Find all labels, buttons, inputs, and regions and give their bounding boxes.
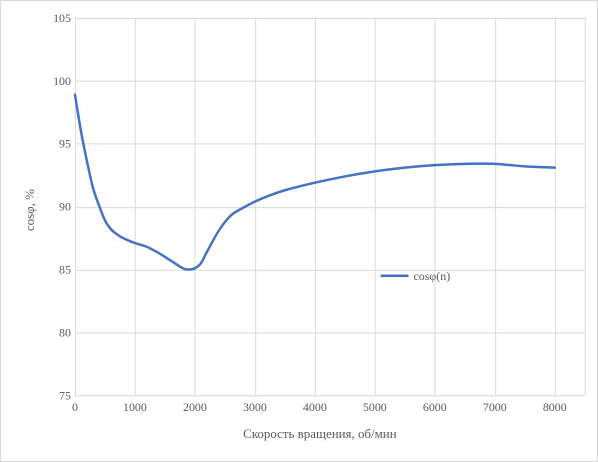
y-axis-ticks: 75 80 85 90 95 100 105 — [53, 11, 71, 402]
x-tick-label: 8000 — [543, 400, 567, 414]
series-group — [73, 93, 557, 271]
x-tick-label: 7000 — [483, 400, 507, 414]
legend: cosφ(n) — [380, 269, 451, 283]
x-tick-label: 1000 — [123, 400, 147, 414]
x-tick-label: 3000 — [243, 400, 267, 414]
grid — [74, 17, 586, 397]
x-tick-label: 6000 — [423, 400, 447, 414]
x-tick-label: 4000 — [303, 400, 327, 414]
y-tick-label: 85 — [59, 262, 71, 276]
y-tick-label: 100 — [53, 74, 71, 88]
series-line — [73, 93, 557, 271]
x-axis-title: Скорость вращения, об/мин — [243, 426, 397, 441]
y-tick-label: 90 — [59, 200, 71, 214]
y-axis-title: cosφ, % — [22, 189, 37, 231]
y-tick-label: 95 — [59, 137, 71, 151]
x-tick-label: 2000 — [183, 400, 207, 414]
legend-label: cosφ(n) — [414, 269, 451, 283]
y-tick-label: 105 — [53, 11, 71, 25]
y-tick-label: 80 — [59, 325, 71, 339]
x-axis-ticks: 0 1000 2000 3000 4000 5000 6000 7000 8000 — [72, 400, 567, 414]
y-tick-label: 75 — [59, 388, 71, 402]
x-tick-label: 5000 — [363, 400, 387, 414]
x-tick-label: 0 — [72, 400, 78, 414]
